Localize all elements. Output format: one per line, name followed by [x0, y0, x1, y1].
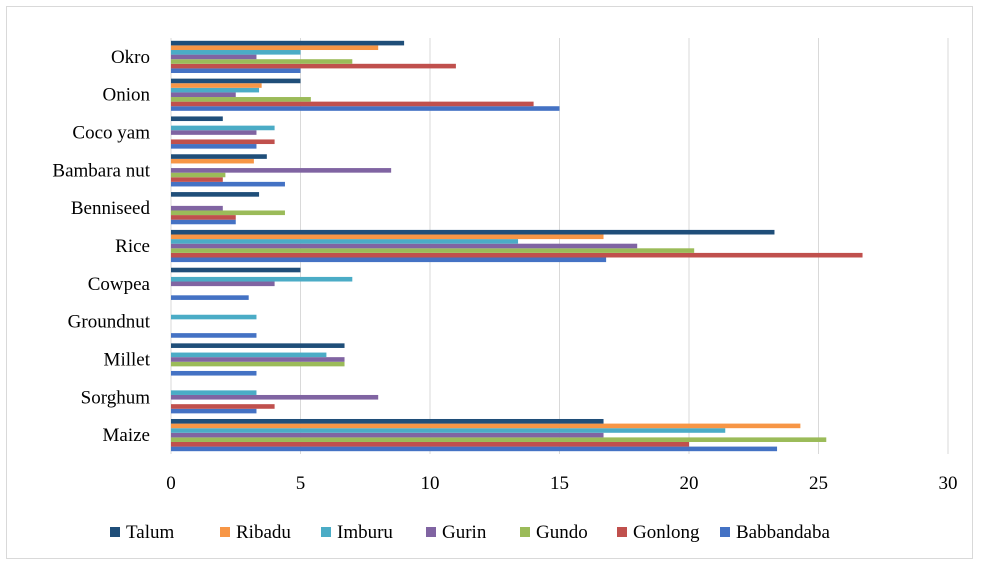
bar-gurin-maize	[171, 432, 604, 438]
legend-swatch	[110, 527, 120, 537]
bar-gonlong-maize	[171, 441, 689, 447]
bar-talum-benniseed	[171, 192, 260, 197]
bar-babbandaba-bambara-nut	[171, 181, 285, 187]
category-label: Bambara nut	[52, 160, 150, 181]
bar-gurin-okro	[171, 54, 257, 60]
bar-ribadu-bambara-nut	[171, 158, 254, 164]
bar-gundo-rice	[171, 248, 695, 253]
chart-frame	[6, 6, 973, 559]
bar-gurin-sorghum	[171, 394, 379, 400]
bar-gonlong-sorghum	[171, 404, 275, 409]
legend-label: Talum	[126, 522, 174, 543]
bar-imburu-sorghum	[171, 390, 257, 395]
bar-gurin-millet	[171, 357, 345, 362]
bar-imburu-coco-yam	[171, 125, 275, 131]
bar-talum-onion	[171, 78, 301, 84]
bar-talum-cowpea	[171, 267, 301, 273]
bar-babbandaba-maize	[171, 446, 778, 452]
bar-imburu-rice	[171, 239, 519, 244]
bar-gonlong-rice	[171, 252, 863, 258]
bar-babbandaba-okro	[171, 68, 301, 74]
bar-gonlong-onion	[171, 101, 534, 107]
bar-gonlong-okro	[171, 63, 456, 69]
bar-gundo-onion	[171, 97, 311, 102]
bar-gundo-bambara-nut	[171, 172, 226, 178]
bar-gundo-millet	[171, 361, 345, 367]
bar-gurin-benniseed	[171, 205, 223, 211]
legend-label: Imburu	[337, 522, 393, 543]
bar-ribadu-rice	[171, 234, 604, 240]
bar-gonlong-coco-yam	[171, 139, 275, 145]
x-tick-label: 30	[939, 473, 958, 494]
legend-label: Babbandaba	[736, 522, 830, 543]
bar-babbandaba-coco-yam	[171, 144, 257, 149]
x-tick-label: 0	[166, 473, 176, 494]
bar-ribadu-onion	[171, 83, 262, 88]
bar-imburu-groundnut	[171, 314, 257, 320]
bar-imburu-cowpea	[171, 276, 353, 282]
legend-swatch	[426, 527, 436, 537]
bar-imburu-millet	[171, 352, 327, 358]
category-labels: Maize Sorghum Millet Groundnut Cowpea Rice Ben…	[52, 47, 150, 446]
category-label: Cowpea	[88, 274, 151, 295]
legend-swatch	[321, 527, 331, 537]
bar-gonlong-bambara-nut	[171, 177, 223, 182]
bar-talum-rice	[171, 229, 775, 235]
category-label: Rice	[115, 236, 150, 257]
bar-babbandaba-cowpea	[171, 295, 249, 300]
category-label: Onion	[103, 85, 151, 106]
category-label: Groundnut	[68, 312, 151, 333]
x-tick-labels: 0 5 10 15 20 25 30	[166, 473, 957, 494]
category-label: Coco yam	[72, 123, 150, 144]
bar-talum-maize	[171, 418, 604, 424]
bar-babbandaba-groundnut	[171, 333, 257, 338]
bar-gurin-rice	[171, 243, 638, 249]
x-tick-label: 25	[809, 473, 828, 494]
bar-gonlong-benniseed	[171, 215, 236, 220]
bar-babbandaba-rice	[171, 257, 607, 263]
bar-ribadu-okro	[171, 45, 379, 51]
legend-label: Ribadu	[236, 522, 291, 543]
bars	[171, 40, 863, 452]
bar-babbandaba-millet	[171, 370, 257, 376]
category-label: Okro	[111, 47, 150, 68]
bar-gundo-benniseed	[171, 210, 285, 216]
category-label: Millet	[104, 349, 151, 370]
bar-gurin-bambara-nut	[171, 168, 392, 173]
legend: Talum Ribadu Imburu Gurin Gundo Gonlong Babban…	[110, 522, 830, 543]
x-tick-label: 5	[296, 473, 306, 494]
bar-talum-millet	[171, 343, 345, 348]
bar-gurin-cowpea	[171, 281, 275, 287]
x-tick-label: 10	[421, 473, 440, 494]
legend-label: Gonlong	[633, 522, 700, 543]
bar-gurin-coco-yam	[171, 130, 257, 135]
bar-imburu-okro	[171, 50, 301, 55]
bar-babbandaba-sorghum	[171, 408, 257, 414]
x-tick-label: 15	[550, 473, 569, 494]
bar-gurin-onion	[171, 92, 236, 98]
bar-talum-okro	[171, 40, 405, 46]
legend-swatch	[520, 527, 530, 537]
category-label: Benniseed	[71, 198, 151, 219]
bar-gundo-okro	[171, 59, 353, 64]
legend-label: Gundo	[536, 522, 588, 543]
legend-label: Gurin	[442, 522, 487, 543]
bar-babbandaba-benniseed	[171, 219, 236, 225]
bar-talum-bambara-nut	[171, 154, 267, 159]
legend-swatch	[720, 527, 730, 537]
category-label: Sorghum	[81, 387, 151, 408]
bar-gundo-maize	[171, 437, 827, 442]
bar-babbandaba-onion	[171, 106, 560, 111]
bar-talum-coco-yam	[171, 116, 223, 122]
legend-swatch	[617, 527, 627, 537]
legend-swatch	[220, 527, 230, 537]
bar-imburu-onion	[171, 87, 260, 93]
bar-imburu-maize	[171, 428, 726, 433]
category-label: Maize	[103, 425, 150, 446]
bar-ribadu-maize	[171, 423, 801, 429]
x-tick-label: 20	[680, 473, 699, 494]
